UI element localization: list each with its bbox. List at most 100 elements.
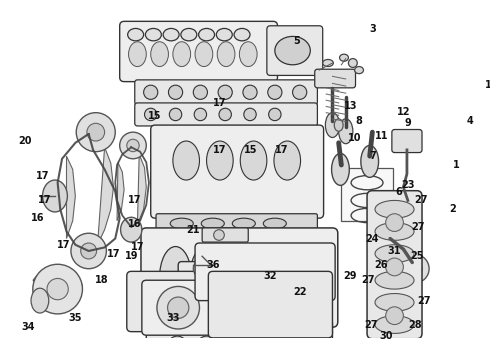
Ellipse shape [269, 108, 281, 121]
Ellipse shape [214, 230, 224, 240]
Ellipse shape [332, 153, 349, 185]
Ellipse shape [128, 28, 144, 41]
Text: 13: 13 [343, 100, 357, 111]
Text: 5: 5 [294, 36, 300, 46]
Ellipse shape [281, 336, 304, 360]
Ellipse shape [382, 230, 398, 247]
Ellipse shape [408, 262, 422, 276]
Ellipse shape [275, 36, 310, 65]
Ellipse shape [250, 247, 282, 309]
Ellipse shape [166, 336, 189, 360]
Ellipse shape [31, 288, 49, 313]
Text: 34: 34 [22, 322, 35, 332]
Ellipse shape [268, 85, 282, 99]
Text: 17: 17 [213, 145, 226, 155]
Ellipse shape [120, 132, 147, 159]
Ellipse shape [181, 28, 197, 41]
Ellipse shape [293, 85, 307, 99]
Ellipse shape [207, 141, 233, 180]
Ellipse shape [401, 255, 429, 283]
Ellipse shape [173, 42, 191, 67]
Ellipse shape [361, 145, 379, 177]
Ellipse shape [386, 307, 403, 325]
Text: 15: 15 [148, 111, 162, 121]
FancyBboxPatch shape [202, 228, 248, 242]
FancyBboxPatch shape [142, 280, 215, 335]
Ellipse shape [195, 336, 218, 360]
Ellipse shape [348, 59, 357, 67]
FancyBboxPatch shape [147, 319, 333, 360]
Ellipse shape [193, 260, 211, 278]
Text: 28: 28 [408, 320, 422, 329]
Ellipse shape [121, 217, 142, 242]
Ellipse shape [173, 141, 199, 180]
Ellipse shape [304, 326, 329, 358]
Text: 17: 17 [57, 240, 71, 250]
Ellipse shape [218, 85, 232, 99]
Text: 20: 20 [18, 136, 31, 146]
Ellipse shape [146, 28, 161, 41]
Text: 25: 25 [410, 251, 423, 261]
Ellipse shape [375, 271, 414, 289]
Text: 33: 33 [166, 313, 180, 323]
Polygon shape [137, 154, 147, 224]
Text: 9: 9 [404, 118, 411, 128]
FancyBboxPatch shape [367, 191, 422, 339]
Text: 30: 30 [379, 331, 392, 341]
Text: 17: 17 [128, 195, 142, 206]
FancyBboxPatch shape [135, 80, 318, 105]
Ellipse shape [232, 218, 255, 229]
FancyBboxPatch shape [151, 125, 323, 218]
FancyBboxPatch shape [135, 103, 318, 126]
Ellipse shape [334, 119, 343, 131]
Text: 4: 4 [466, 116, 473, 126]
Text: 27: 27 [361, 275, 375, 285]
Ellipse shape [76, 113, 115, 152]
Ellipse shape [33, 264, 82, 314]
Ellipse shape [386, 214, 403, 231]
Ellipse shape [157, 287, 199, 329]
Text: 7: 7 [369, 151, 376, 161]
Ellipse shape [144, 85, 158, 99]
Text: 3: 3 [369, 24, 376, 34]
Ellipse shape [375, 222, 414, 240]
Text: 17: 17 [275, 145, 289, 155]
Ellipse shape [274, 141, 300, 180]
Ellipse shape [163, 28, 179, 41]
Text: 16: 16 [128, 219, 142, 229]
Text: 23: 23 [401, 180, 415, 190]
Ellipse shape [386, 258, 403, 276]
FancyBboxPatch shape [392, 130, 422, 153]
FancyBboxPatch shape [127, 271, 197, 332]
Text: 6: 6 [395, 186, 402, 197]
Text: 8: 8 [356, 116, 363, 126]
Text: 21: 21 [187, 225, 200, 235]
Ellipse shape [153, 293, 171, 310]
Ellipse shape [375, 245, 414, 262]
Ellipse shape [193, 85, 207, 99]
Polygon shape [67, 156, 75, 239]
Ellipse shape [169, 85, 183, 99]
Ellipse shape [216, 28, 232, 41]
Text: 12: 12 [396, 107, 410, 117]
Text: 29: 29 [343, 271, 357, 281]
Ellipse shape [43, 180, 68, 212]
Text: 17: 17 [38, 195, 51, 206]
Ellipse shape [224, 336, 247, 360]
Text: 1: 1 [453, 160, 460, 170]
Text: 26: 26 [374, 260, 388, 270]
Ellipse shape [325, 113, 340, 138]
Bar [342, 168, 393, 221]
Text: 22: 22 [293, 287, 306, 297]
Ellipse shape [87, 123, 105, 141]
Ellipse shape [81, 243, 97, 259]
Ellipse shape [375, 201, 414, 218]
Ellipse shape [47, 278, 68, 300]
Ellipse shape [396, 194, 417, 216]
Text: 11: 11 [374, 131, 388, 141]
FancyBboxPatch shape [120, 21, 277, 82]
Ellipse shape [263, 218, 286, 229]
Ellipse shape [244, 108, 256, 121]
Polygon shape [98, 147, 114, 245]
Text: 27: 27 [412, 222, 425, 232]
